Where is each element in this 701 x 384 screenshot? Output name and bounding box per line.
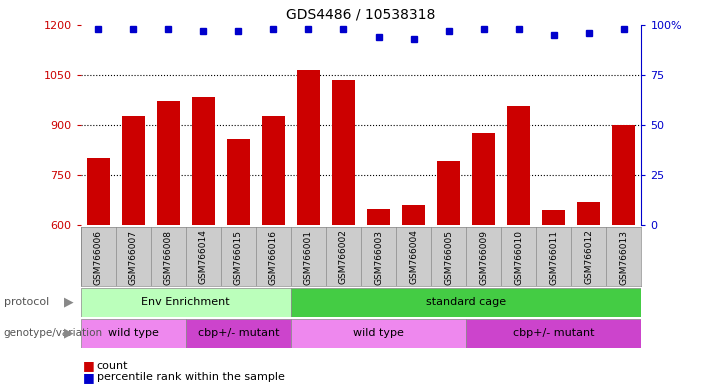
Text: GSM766006: GSM766006 — [94, 230, 102, 285]
Text: GSM766011: GSM766011 — [550, 230, 558, 285]
Text: GSM766016: GSM766016 — [269, 230, 278, 285]
Text: protocol: protocol — [4, 297, 49, 307]
Bar — [543, 210, 565, 384]
Bar — [437, 161, 460, 384]
Text: standard cage: standard cage — [426, 297, 506, 308]
Text: ■: ■ — [83, 359, 95, 372]
Text: genotype/variation: genotype/variation — [4, 328, 102, 338]
Text: ▶: ▶ — [64, 326, 74, 339]
Bar — [291, 319, 466, 348]
Text: GSM766009: GSM766009 — [479, 230, 488, 285]
Text: wild type: wild type — [353, 328, 404, 338]
Text: cbp+/- mutant: cbp+/- mutant — [198, 328, 279, 338]
Bar — [367, 209, 390, 384]
Text: GSM766015: GSM766015 — [234, 230, 243, 285]
Text: GSM766008: GSM766008 — [164, 230, 172, 285]
Bar — [578, 202, 600, 384]
Text: ■: ■ — [83, 371, 95, 384]
Text: wild type: wild type — [108, 328, 158, 338]
Bar — [262, 116, 285, 384]
Text: GSM766007: GSM766007 — [129, 230, 137, 285]
Bar — [87, 158, 109, 384]
Bar — [157, 101, 179, 384]
Text: GSM766012: GSM766012 — [585, 230, 593, 285]
Bar — [122, 116, 144, 384]
Text: percentile rank within the sample: percentile rank within the sample — [97, 372, 285, 382]
Bar — [81, 288, 291, 317]
Bar — [291, 288, 641, 317]
Text: Env Enrichment: Env Enrichment — [142, 297, 230, 308]
Bar — [227, 139, 250, 384]
Text: GSM766005: GSM766005 — [444, 230, 453, 285]
Bar — [402, 205, 425, 384]
Text: cbp+/- mutant: cbp+/- mutant — [513, 328, 594, 338]
Text: GSM766002: GSM766002 — [339, 230, 348, 285]
Text: GSM766013: GSM766013 — [620, 230, 628, 285]
Bar — [81, 319, 186, 348]
Title: GDS4486 / 10538318: GDS4486 / 10538318 — [286, 7, 436, 21]
Bar — [472, 133, 495, 384]
Bar — [186, 319, 291, 348]
Text: ▶: ▶ — [64, 296, 74, 309]
Bar — [332, 80, 355, 384]
Text: GSM766001: GSM766001 — [304, 230, 313, 285]
Text: GSM766003: GSM766003 — [374, 230, 383, 285]
Text: GSM766004: GSM766004 — [409, 230, 418, 285]
Text: GSM766010: GSM766010 — [515, 230, 523, 285]
Bar — [192, 96, 215, 384]
Text: count: count — [97, 361, 128, 371]
Bar — [466, 319, 641, 348]
Bar — [297, 70, 320, 384]
Text: GSM766014: GSM766014 — [199, 230, 207, 285]
Bar — [613, 125, 635, 384]
Bar — [508, 106, 530, 384]
